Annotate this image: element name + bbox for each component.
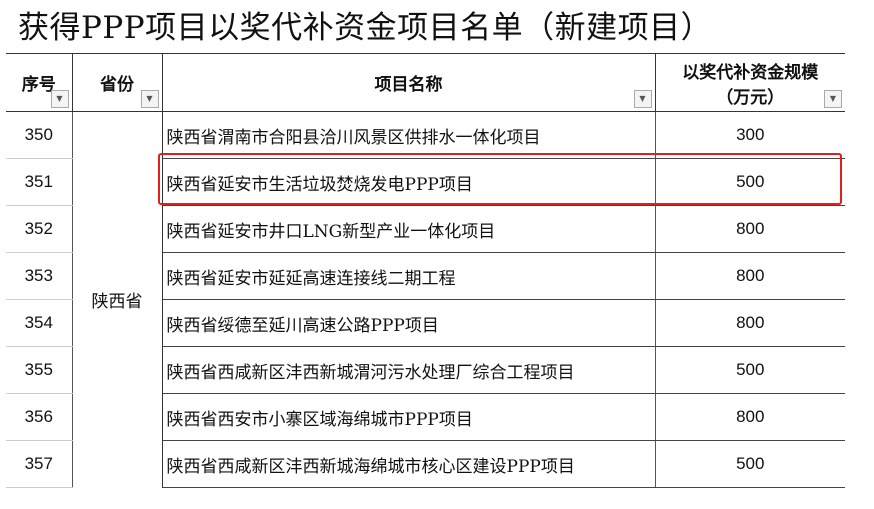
- cell-seq: 354: [6, 299, 73, 347]
- cell-seq: 351: [6, 158, 73, 206]
- filter-dropdown-icon[interactable]: ▼: [50, 90, 69, 108]
- cell-name: 陕西省渭南市合阳县洽川风景区供排水一体化项目: [162, 111, 656, 159]
- header-row: 序号 ▼ 省份 ▼ 项目名称 ▼ 以奖代补资金规模 （万元） ▼: [6, 53, 845, 112]
- cell-seq: 357: [6, 440, 73, 488]
- table-row: 351 陕西省延安市生活垃圾焚烧发电PPP项目 500: [6, 158, 845, 206]
- table-row: 353 陕西省延安市延延高速连接线二期工程 800: [6, 252, 845, 300]
- cell-amount: 800: [655, 252, 845, 300]
- table-row: 354 陕西省绥德至延川高速公路PPP项目 800: [6, 299, 845, 347]
- cell-amount: 800: [655, 393, 845, 441]
- cell-amount: 500: [655, 158, 845, 206]
- cell-province: 陕西省: [72, 111, 163, 488]
- cell-name: 陕西省西咸新区沣西新城海绵城市核心区建设PPP项目: [162, 440, 656, 488]
- cell-amount: 800: [655, 299, 845, 347]
- cell-seq: 353: [6, 252, 73, 300]
- cell-seq: 355: [6, 346, 73, 394]
- cell-name: 陕西省西咸新区沣西新城渭河污水处理厂综合工程项目: [162, 346, 656, 394]
- header-seq: 序号 ▼: [6, 53, 73, 112]
- header-amount: 以奖代补资金规模 （万元） ▼: [655, 53, 845, 112]
- cell-amount: 500: [655, 440, 845, 488]
- table-row: 356 陕西省西安市小寨区域海绵城市PPP项目 800: [6, 393, 845, 441]
- cell-name: 陕西省绥德至延川高速公路PPP项目: [162, 299, 656, 347]
- cell-name: 陕西省延安市延延高速连接线二期工程: [162, 252, 656, 300]
- header-name: 项目名称 ▼: [162, 53, 656, 112]
- cell-amount: 800: [655, 205, 845, 253]
- cell-name: 陕西省延安市井口LNG新型产业一体化项目: [162, 205, 656, 253]
- filter-dropdown-icon[interactable]: ▼: [824, 90, 842, 108]
- cell-name: 陕西省西安市小寨区域海绵城市PPP项目: [162, 393, 656, 441]
- cell-seq: 352: [6, 205, 73, 253]
- header-province: 省份 ▼: [72, 53, 163, 112]
- table-row: 357 陕西省西咸新区沣西新城海绵城市核心区建设PPP项目 500: [6, 440, 845, 488]
- cell-seq: 350: [6, 111, 73, 159]
- page-title: 获得PPP项目以奖代补资金项目名单（新建项目）: [18, 10, 713, 46]
- table-row: 352 陕西省延安市井口LNG新型产业一体化项目 800: [6, 205, 845, 253]
- cell-seq: 356: [6, 393, 73, 441]
- cell-amount: 500: [655, 346, 845, 394]
- filter-dropdown-icon[interactable]: ▼: [140, 90, 159, 108]
- cell-amount: 300: [655, 111, 845, 159]
- project-table: 序号 ▼ 省份 ▼ 项目名称 ▼ 以奖代补资金规模 （万元） ▼ 350 陕西省 陕西省渭南市…: [6, 53, 845, 488]
- table-row: 355 陕西省西咸新区沣西新城渭河污水处理厂综合工程项目 500: [6, 346, 845, 394]
- filter-dropdown-icon[interactable]: ▼: [633, 90, 652, 108]
- table-row: 350 陕西省 陕西省渭南市合阳县洽川风景区供排水一体化项目 300: [6, 111, 845, 488]
- cell-name: 陕西省延安市生活垃圾焚烧发电PPP项目: [162, 158, 656, 206]
